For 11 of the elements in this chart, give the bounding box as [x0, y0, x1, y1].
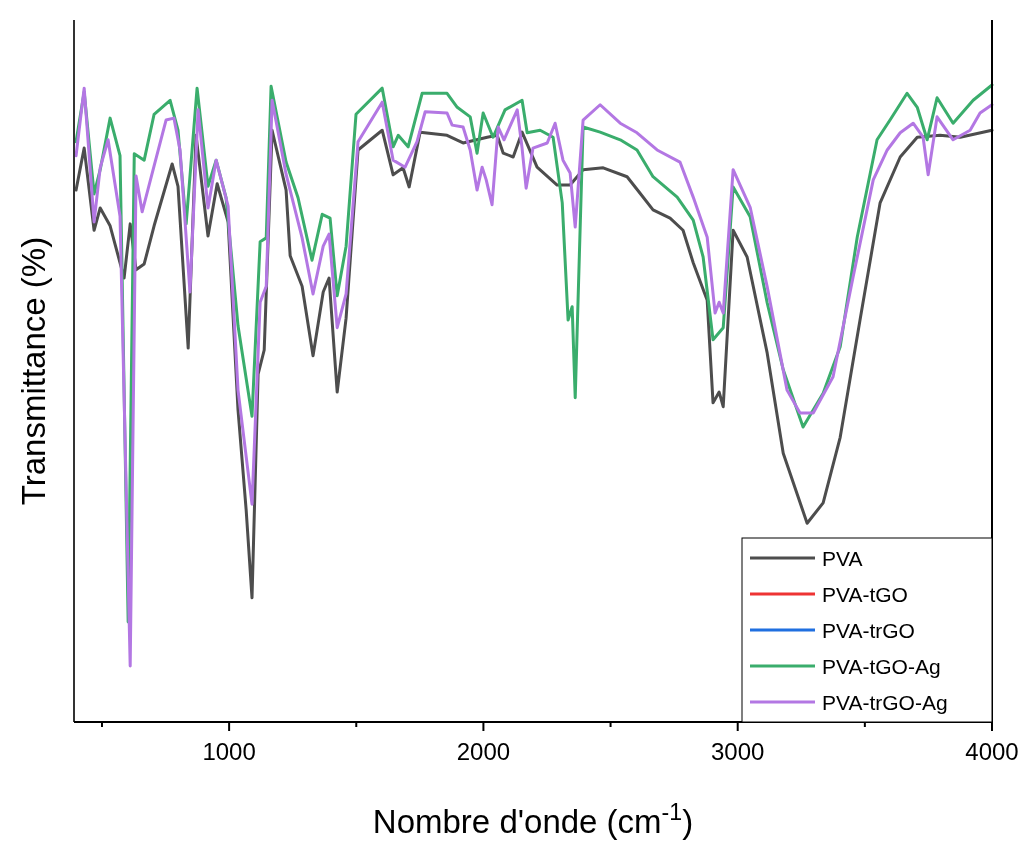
x-tick-label: 1000 — [202, 738, 256, 765]
x-tick-label: 4000 — [965, 738, 1019, 765]
legend-label: PVA-tGO-Ag — [822, 655, 941, 678]
y-axis-title: Transmittance (%) — [15, 236, 52, 506]
x-axis-title: Nombre d'onde (cm$^{-1}$) — [372, 799, 694, 840]
legend-label: PVA-trGO — [822, 619, 915, 642]
legend-label: PVA-trGO-Ag — [822, 691, 948, 714]
legend-label: PVA — [822, 547, 863, 570]
legend-label: PVA-tGO — [822, 583, 908, 606]
x-tick-label: 3000 — [711, 738, 765, 765]
x-tick-label: 2000 — [456, 738, 511, 765]
